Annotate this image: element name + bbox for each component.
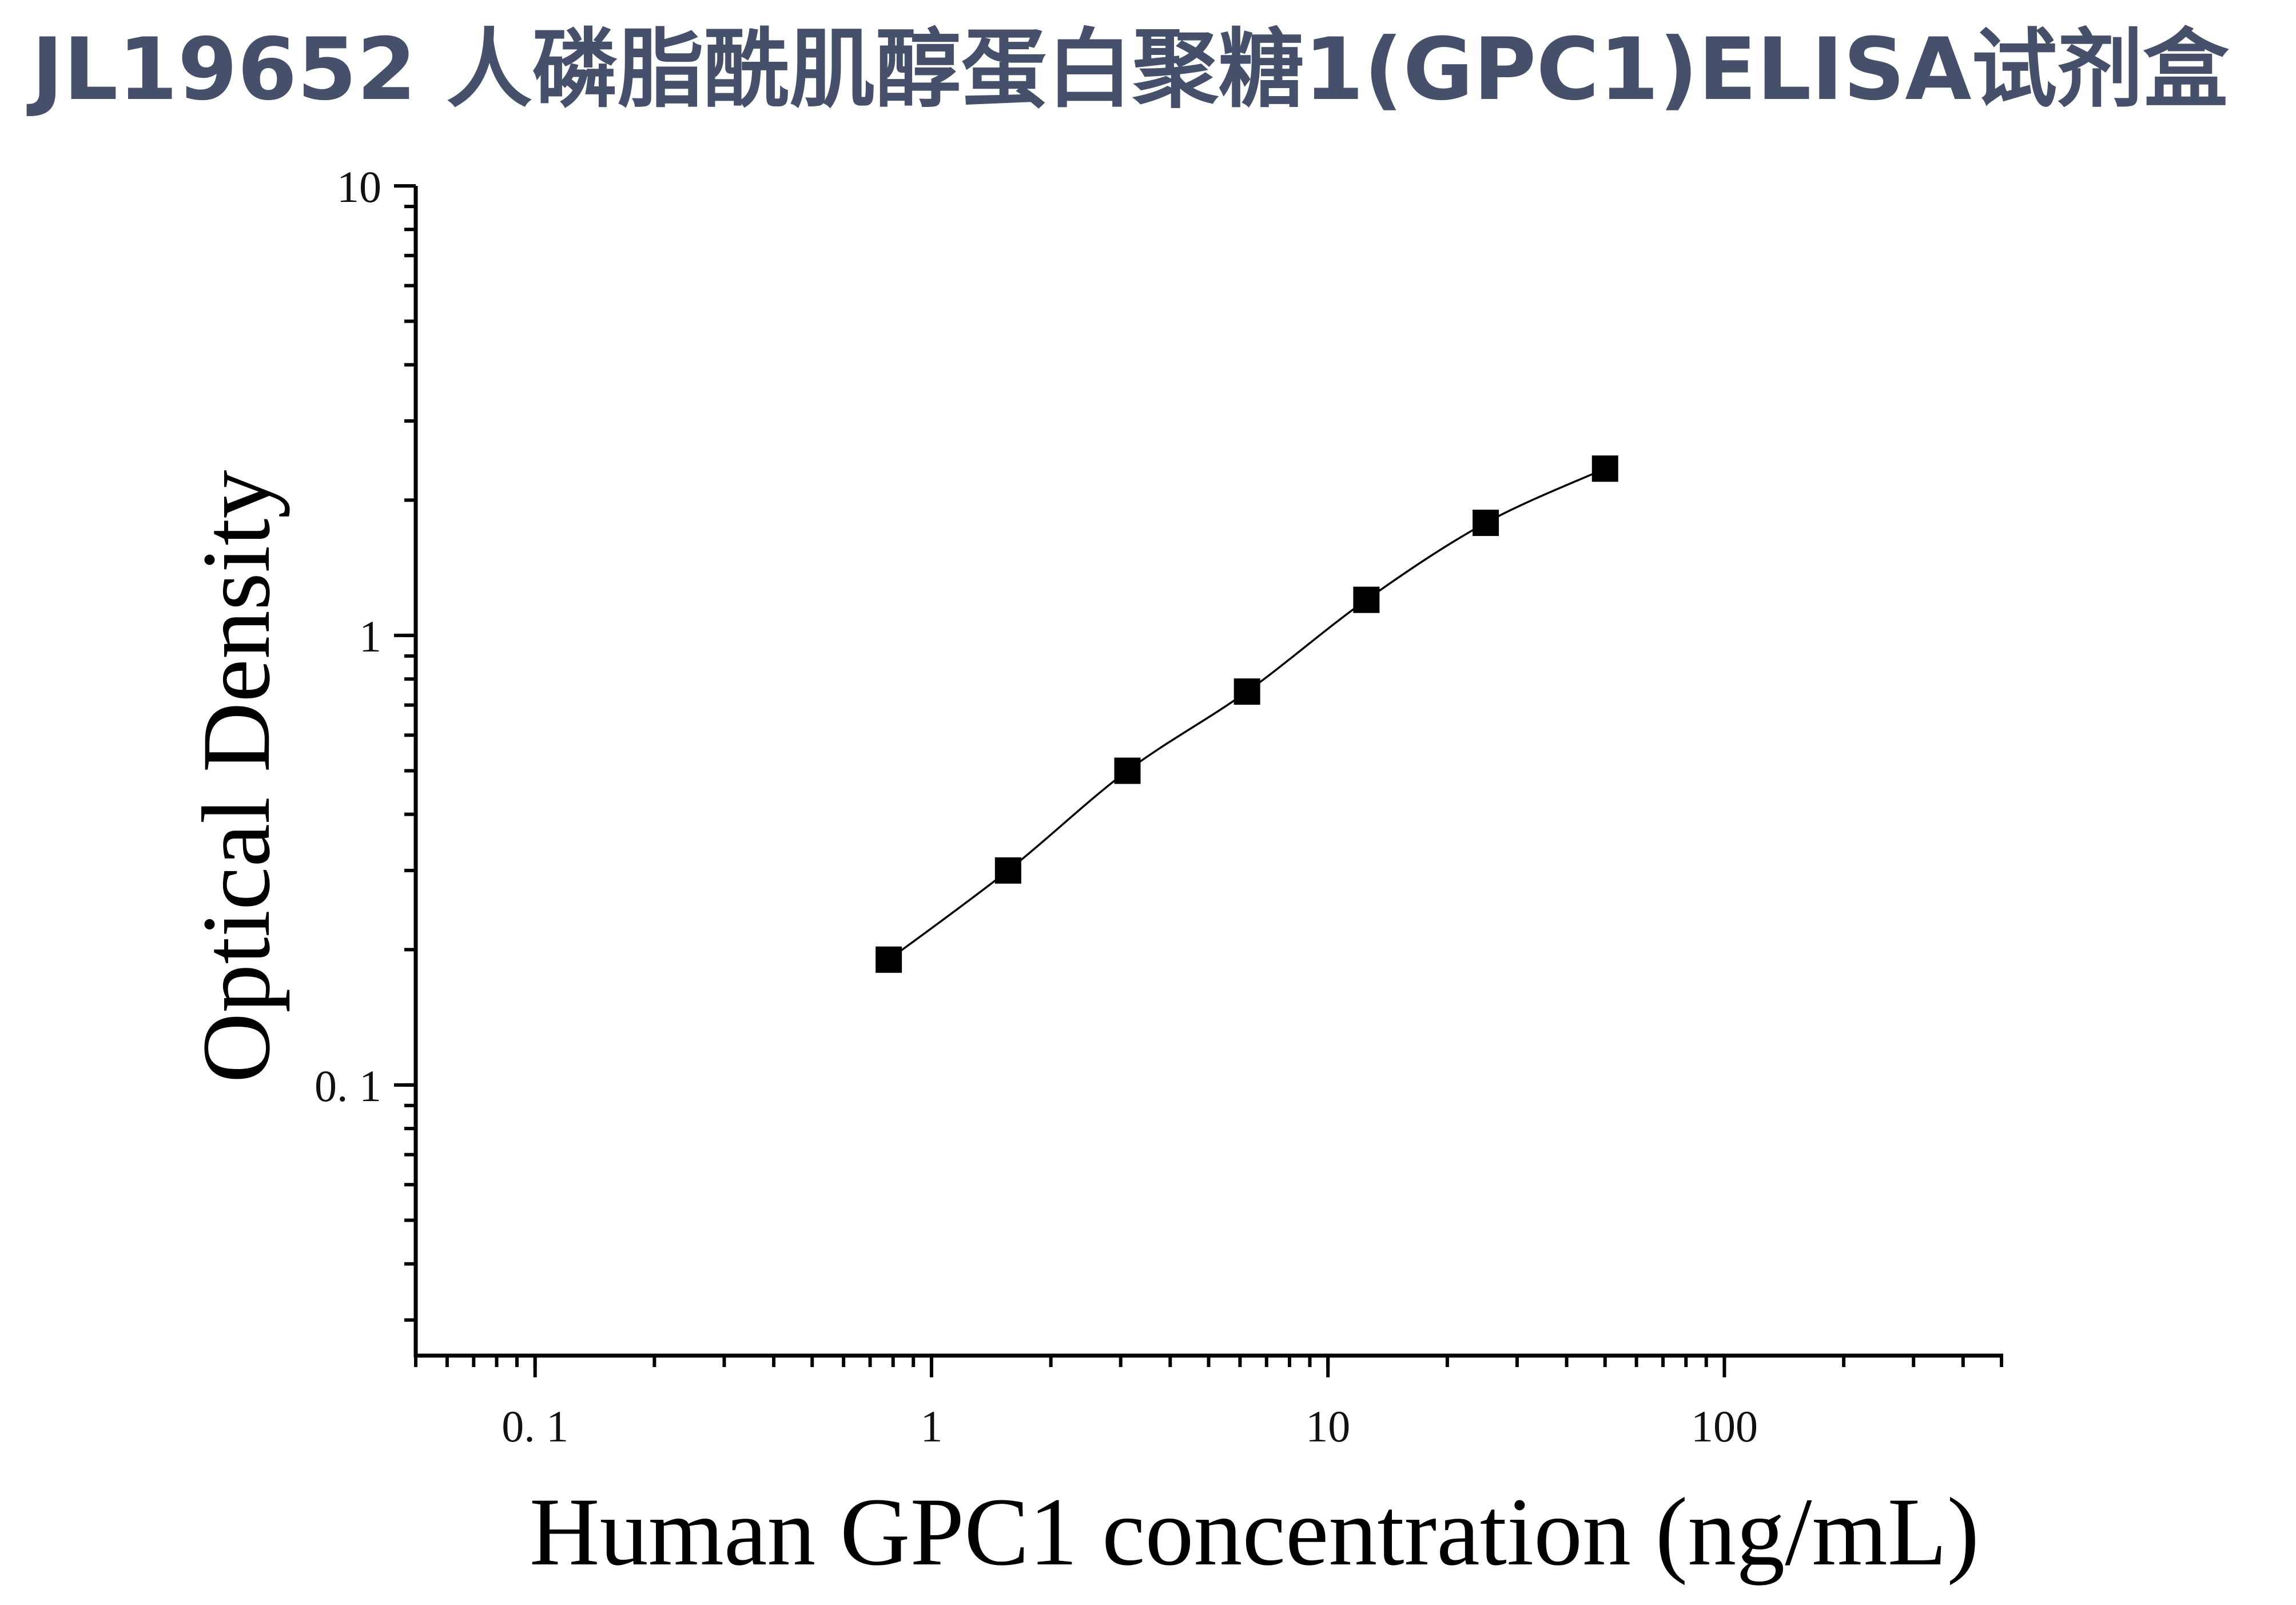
- x-tick-label: 0. 1: [502, 1401, 568, 1451]
- fit-curve: [888, 467, 1606, 961]
- data-point: [1114, 757, 1141, 784]
- x-tick-label: 10: [1306, 1401, 1350, 1451]
- chart-title: JL19652 人磷脂酰肌醇蛋白聚糖1(GPC1)ELISA试剂盒: [31, 20, 2229, 120]
- y-tick-label: 10: [337, 162, 381, 212]
- x-tick-labels: 0. 1 1 10 100: [502, 1401, 1758, 1451]
- data-point: [1353, 586, 1380, 613]
- data-point: [1473, 510, 1499, 537]
- y-tick-label: 1: [359, 611, 381, 661]
- data-point: [876, 946, 902, 973]
- y-tick-labels: 0. 1 1 10: [315, 162, 381, 1111]
- y-major-ticks: [394, 184, 416, 1087]
- x-major-ticks: [533, 1356, 1726, 1377]
- data-point: [994, 857, 1021, 884]
- y-axis-title: Optical Density: [182, 470, 290, 1083]
- data-point: [1233, 678, 1260, 705]
- y-tick-label: 0. 1: [315, 1061, 381, 1111]
- x-tick-label: 100: [1691, 1401, 1758, 1451]
- x-axis-title: Human GPC1 concentration (ng/mL): [530, 1478, 1979, 1586]
- data-points: [876, 455, 1618, 973]
- x-tick-label: 1: [920, 1401, 942, 1451]
- data-point: [1591, 455, 1618, 482]
